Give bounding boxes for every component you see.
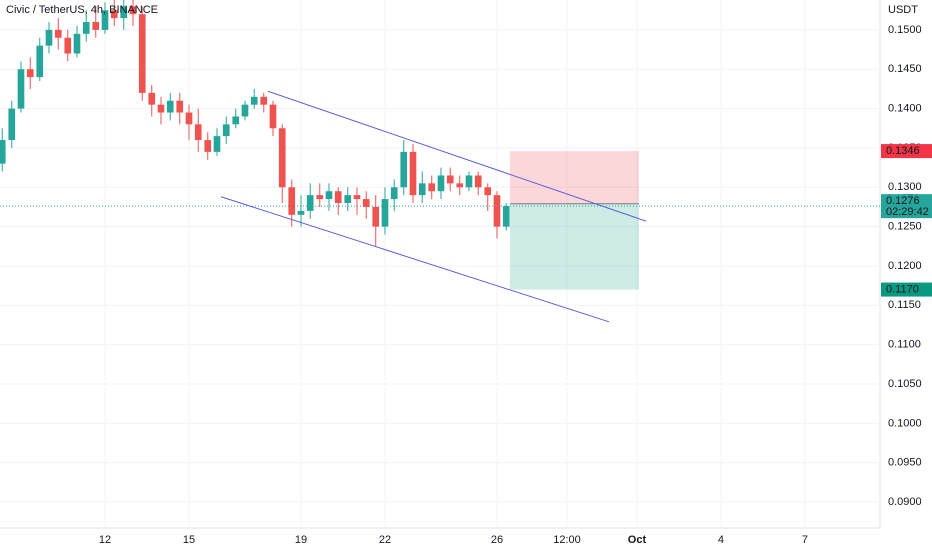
candle-body [325,191,333,200]
candle-body [493,195,501,227]
x-tick-label: 26 [491,534,503,546]
target-zone [509,203,639,290]
y-tick-label: 0.1000 [888,417,922,429]
candle-body [213,136,221,152]
y-tick-label: 0.1250 [888,221,922,233]
candle-body [446,175,454,184]
candle-body [232,116,240,125]
plot [0,0,880,323]
candle-body [185,112,193,125]
chart-title: Civic / TetherUS, 4h, BINANCE [6,4,158,16]
candle-body [502,206,510,227]
candle-body [306,195,314,211]
candle-body [278,128,286,188]
candle-body [409,151,417,196]
candle-body [176,100,184,113]
candle-body [194,124,202,141]
candle-body [353,195,361,200]
candle-body [390,187,398,200]
candle-body [334,191,342,204]
candle-body [372,206,380,227]
y-tick-label: 0.1100 [888,339,921,351]
candle-body [222,124,230,137]
candle-body [465,175,473,188]
candle-body [45,29,53,46]
candle-body [400,151,408,188]
x-tick-label: 15 [183,534,195,546]
candle-body [101,10,109,30]
y-tick-label: 0.1500 [888,24,922,36]
candle-body [26,69,34,78]
x-tick-label: 22 [379,534,391,546]
candle-body [120,6,128,19]
y-tick-label: 0.1400 [888,102,922,114]
candle-body [344,195,352,204]
candle-body [418,183,426,196]
stop-zone [509,151,639,204]
candle-body [269,104,277,129]
candle-body [138,14,146,93]
y-tick-label: 0.0950 [888,457,922,469]
candle-body [110,10,118,19]
candle-body [474,175,482,188]
grid [0,0,880,528]
candle-body [36,45,44,78]
candle-body [362,199,370,207]
last-price-tag-bg [881,194,932,219]
x-tick-label: 12:00 [553,534,581,546]
candle-body [64,37,72,54]
x-tick-label: 4 [718,534,724,546]
candle-body [381,199,389,227]
candle-body [484,187,492,196]
candle-body [148,92,156,105]
y-tick-label: 0.1300 [888,181,922,193]
candle-body [250,96,258,105]
candle-body [297,210,305,215]
y-tick-label: 0.1200 [888,260,922,272]
candle-body [8,108,16,141]
candle-body [428,183,436,192]
candle-body [288,187,296,215]
stop-label: 0.1346 [886,145,920,157]
candle-body [17,69,25,109]
candle-body [260,96,268,105]
candle-body [73,33,81,54]
target-label: 0.1170 [886,283,919,295]
candle-body [437,175,445,192]
x-tick-label: Oct [628,534,647,546]
y-tick-label: 0.0900 [888,496,922,508]
x-tick-label: 12 [99,534,111,546]
candle-body [166,100,174,113]
target-tag-bg [881,282,932,297]
candle-body [456,183,464,188]
candle-body [92,22,100,30]
candle-body [0,140,6,164]
axes: 0.15000.14500.14000.13500.13000.12500.12… [99,24,932,546]
last-price-label: 0.1276 [886,195,920,207]
y-axis-label: USDT [888,4,918,16]
candle-body [82,22,90,34]
candle-body [204,140,212,152]
candle-body [316,195,324,200]
candle-body [129,6,137,15]
x-tick-label: 7 [802,534,808,546]
candle-body [157,104,165,113]
countdown: 02:29:42 [886,206,929,218]
stop-tag-bg [881,144,932,159]
trendline [267,90,647,222]
candle-body [54,29,62,38]
y-tick-label: 0.1150 [888,299,921,311]
trendline [220,196,610,323]
x-tick-label: 19 [295,534,307,546]
y-tick-label: 0.1050 [888,378,922,390]
y-tick-label: 0.1450 [888,63,922,75]
candle-body [241,104,249,117]
